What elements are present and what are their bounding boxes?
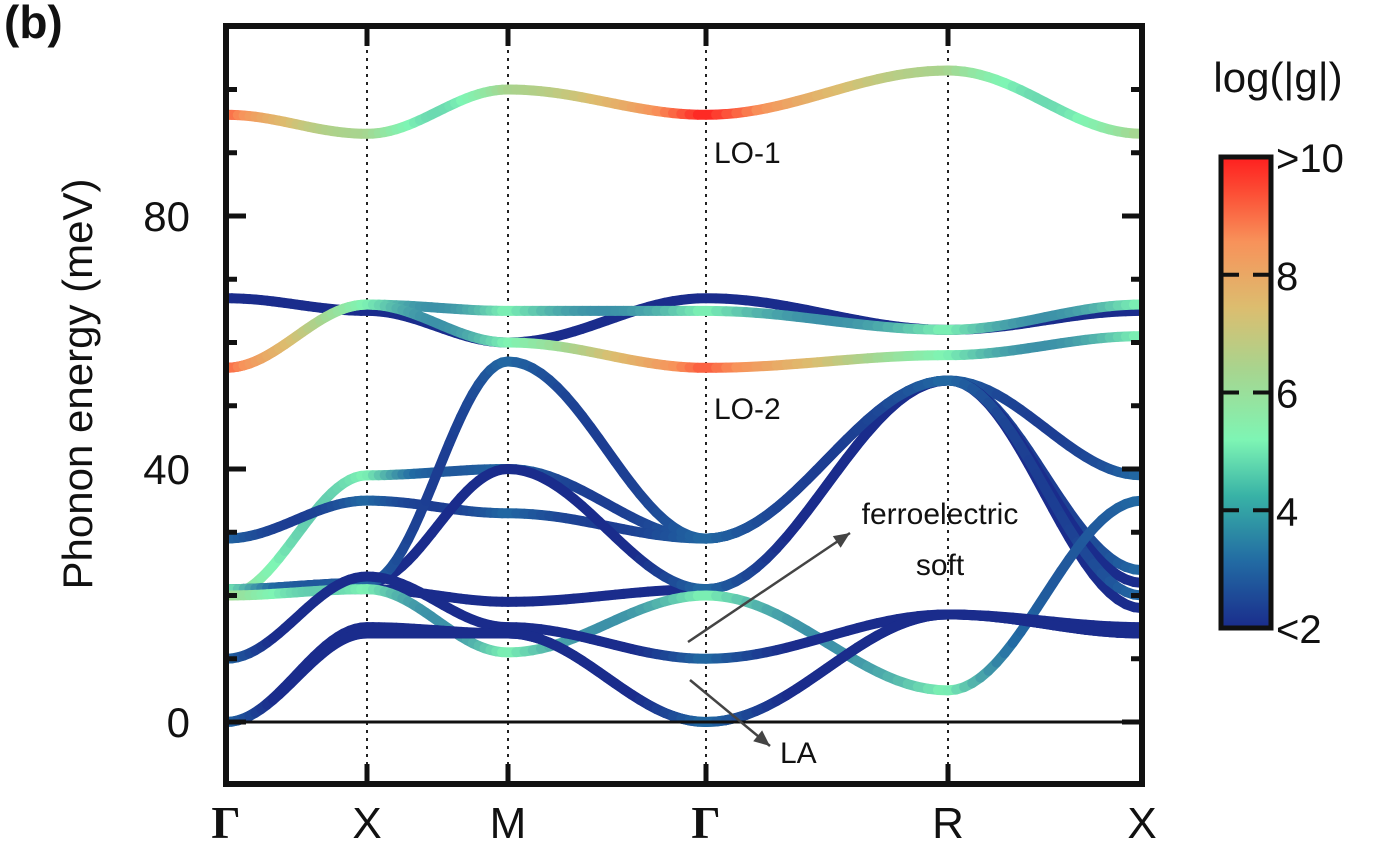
colorbar-tick-label: 8: [1276, 255, 1298, 299]
high-symmetry-gridlines: [366, 26, 949, 784]
phonon-branches: [226, 65, 1142, 727]
arrow-ferroelectric-soft: [687, 531, 851, 644]
y-ticks: 0 40 80: [143, 87, 1142, 746]
arrow-la-head: [753, 730, 770, 746]
colorbar-tick-label: 6: [1276, 373, 1298, 417]
arrow-ferroelectric-soft-head: [832, 533, 850, 548]
colorbar-tick-label: >10: [1276, 137, 1344, 181]
branch-13: [226, 609, 1142, 727]
x-tick-label: R: [932, 799, 964, 844]
plot-border: [223, 23, 1145, 787]
annotation-arrows: [687, 531, 851, 747]
annotation-la: LA: [780, 737, 817, 770]
colorbar-title: log(|g|): [1213, 54, 1342, 101]
branch-4: [226, 299, 1142, 373]
annotation-ferroelectric: ferroelectric: [862, 498, 1019, 531]
x-tick-label: X: [352, 799, 381, 844]
annotation-lo1: LO-1: [714, 137, 781, 170]
x-tick-label: X: [1127, 799, 1156, 844]
x-tick-label: Γ: [211, 797, 240, 844]
colorbar-tick-label: 4: [1276, 490, 1298, 534]
y-tick-label: 40: [143, 446, 190, 493]
annotation-lo2: LO-2: [714, 393, 781, 426]
x-tick-label: M: [490, 799, 527, 844]
panel-label: (b): [4, 0, 63, 48]
arrow-la: [689, 679, 771, 747]
plot-frame: [223, 23, 1145, 787]
branch-1: [226, 65, 1142, 139]
x-tick-label: Γ: [691, 797, 720, 844]
colorbar-tick-label: <2: [1276, 608, 1322, 652]
y-axis-label: Phonon energy (meV): [54, 179, 101, 590]
y-tick-label: 80: [143, 193, 190, 240]
annotation-soft: soft: [916, 549, 965, 582]
y-tick-label: 0: [167, 699, 190, 746]
colorbar-ticks: >10 8 6 4 <2: [1221, 137, 1344, 652]
